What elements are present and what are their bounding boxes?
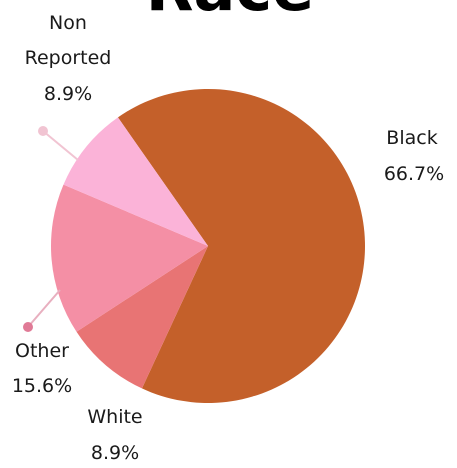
pie-slice-non-reported (63, 117, 208, 246)
slice-value-non-reported: 8.9% (44, 83, 92, 105)
leader-line-non-reported (38, 126, 79, 161)
slice-label-white: White (87, 406, 142, 428)
pie-slices (51, 88, 365, 403)
slice-value-other: 15.6% (12, 375, 72, 397)
chart-title: Race (146, 0, 314, 25)
slice-value-white: 8.9% (91, 442, 139, 464)
leader-line-other (23, 289, 61, 332)
slice-label-black: Black (386, 127, 437, 149)
pie-slice-white (76, 246, 208, 389)
slice-value-black: 66.7% (384, 163, 444, 185)
slice-label-non-reported-line1: Non (49, 12, 87, 34)
pie-slice-black (117, 88, 365, 403)
pie-slice-other (51, 184, 208, 332)
slice-label-other: Other (15, 340, 69, 362)
slice-label-non-reported-line2: Reported (25, 47, 112, 69)
